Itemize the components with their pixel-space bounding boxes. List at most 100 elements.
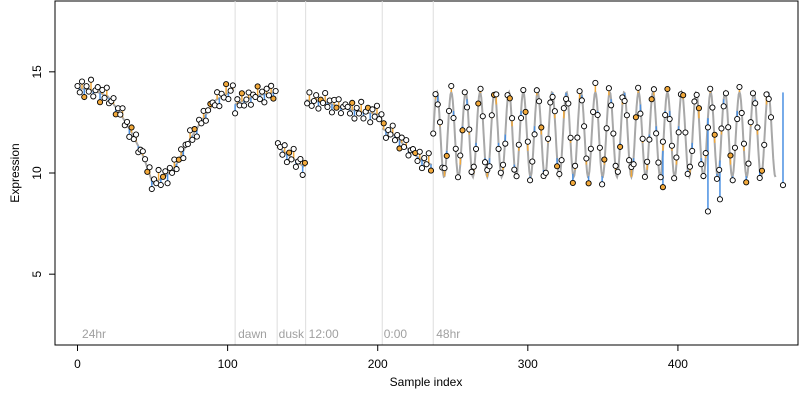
data-point <box>166 164 173 171</box>
data-point <box>454 174 462 181</box>
data-point <box>94 84 101 91</box>
data-point <box>536 98 543 105</box>
y-tick-label: 10 <box>30 166 44 180</box>
data-point <box>90 93 97 100</box>
data-point <box>445 107 453 114</box>
data-point <box>662 111 669 119</box>
data-point <box>355 110 363 117</box>
data-point <box>475 100 482 107</box>
data-point <box>551 108 558 115</box>
data-point <box>81 93 88 101</box>
data-point <box>585 180 592 187</box>
data-point <box>353 104 360 111</box>
data-point <box>142 156 149 163</box>
data-point <box>279 151 286 158</box>
data-point <box>531 131 538 138</box>
data-point <box>722 90 730 97</box>
data-point <box>288 156 295 163</box>
data-point <box>605 85 612 92</box>
data-point <box>335 96 342 103</box>
data-point <box>497 169 504 176</box>
y-axis: 5 10 15 <box>30 65 56 278</box>
data-point <box>684 170 691 177</box>
data-point <box>128 124 135 131</box>
data-point <box>333 104 340 111</box>
data-point <box>599 181 606 188</box>
data-point <box>436 119 444 126</box>
y-axis-label: Expression <box>8 143 22 202</box>
data-point <box>538 124 545 131</box>
data-point <box>301 159 308 166</box>
data-point <box>427 167 435 174</box>
data-point <box>659 138 666 145</box>
data-point <box>191 126 198 133</box>
data-point <box>713 175 720 182</box>
data-point <box>529 158 536 165</box>
data-point <box>558 157 565 164</box>
data-point <box>698 161 705 168</box>
x-tick-label: 300 <box>518 357 538 371</box>
x-tick-label: 0 <box>74 357 81 371</box>
data-point <box>367 119 374 126</box>
data-point <box>160 173 167 180</box>
data-point <box>653 130 660 137</box>
data-point <box>680 92 687 99</box>
data-point <box>626 157 633 164</box>
data-point <box>146 164 153 171</box>
data-point <box>157 181 164 189</box>
data-point <box>466 126 473 133</box>
data-point <box>711 131 718 138</box>
data-point <box>234 96 241 103</box>
data-point <box>646 136 653 143</box>
data-point <box>608 102 615 109</box>
data-point <box>110 95 117 102</box>
data-point <box>477 85 484 92</box>
data-point <box>78 78 86 85</box>
data-point <box>178 146 185 153</box>
data-point <box>418 165 426 172</box>
data-point <box>756 174 763 182</box>
data-point <box>387 131 394 138</box>
data-point <box>749 90 757 97</box>
data-point <box>695 105 702 112</box>
data-point <box>734 115 741 123</box>
data-point <box>463 104 471 111</box>
data-point <box>400 143 408 150</box>
data-point <box>139 148 146 155</box>
data-point <box>162 168 169 175</box>
data-point <box>468 168 475 175</box>
data-point <box>747 119 754 126</box>
data-point <box>459 127 466 134</box>
data-point <box>425 150 432 157</box>
data-point <box>371 113 378 120</box>
data-point <box>229 82 236 89</box>
data-point <box>358 98 365 105</box>
data-point <box>689 147 696 154</box>
data-point <box>421 155 428 162</box>
data-point <box>117 111 124 118</box>
data-point <box>745 160 752 167</box>
data-point <box>569 179 576 186</box>
data-point <box>344 103 351 110</box>
data-point <box>376 116 383 123</box>
data-point <box>644 158 651 165</box>
data-point <box>718 125 725 132</box>
data-point <box>243 96 250 103</box>
data-point <box>578 97 585 104</box>
phase-label: dusk <box>279 327 305 341</box>
data-point <box>360 115 367 122</box>
data-point <box>727 152 734 159</box>
data-point <box>232 110 239 117</box>
data-point <box>324 103 331 110</box>
data-point <box>389 122 396 129</box>
data-point <box>281 142 288 149</box>
data-point <box>736 83 743 91</box>
data-point <box>767 114 775 121</box>
data-point <box>83 83 90 90</box>
data-point <box>304 100 311 107</box>
y-tick-label: 5 <box>30 271 44 278</box>
data-point <box>299 171 306 178</box>
data-point <box>322 90 329 97</box>
data-point <box>709 104 716 111</box>
